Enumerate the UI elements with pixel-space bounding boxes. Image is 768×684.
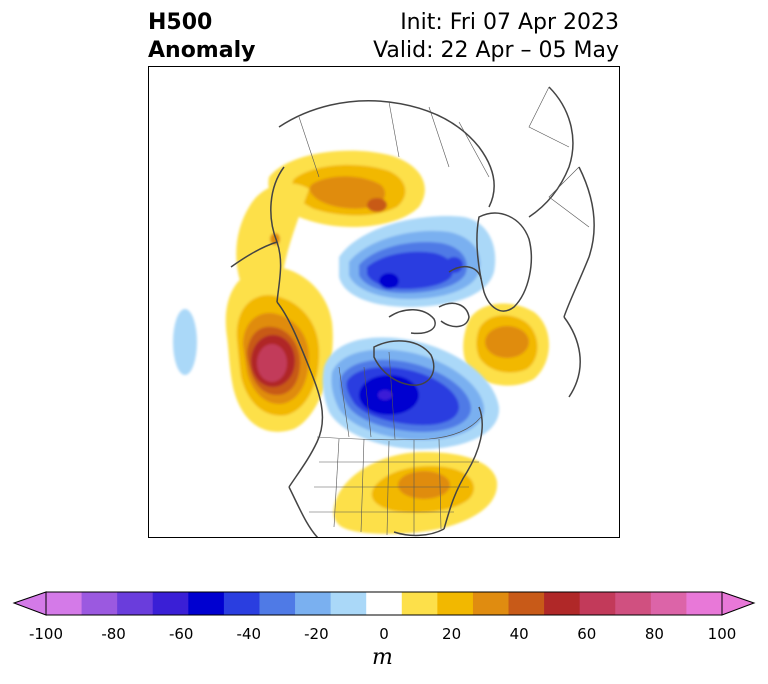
colorbar-cell (615, 592, 652, 615)
colorbar-unit: m (372, 645, 393, 670)
colorbar (12, 591, 756, 616)
map-panel (148, 66, 620, 538)
colorbar-cell (579, 592, 616, 615)
coastlines (230, 86, 595, 537)
colorbar-cell (508, 592, 545, 615)
colorbar-tick-label: 0 (379, 625, 389, 643)
init-date: Init: Fri 07 Apr 2023 (400, 10, 619, 35)
anomaly-map (173, 86, 595, 537)
colorbar-tick-label: 40 (509, 625, 529, 643)
colorbar-cell (472, 592, 510, 615)
colorbar-tick-label: 100 (707, 625, 737, 643)
colorbar-cell (81, 592, 118, 615)
colorbar-cell (544, 592, 581, 615)
colorbar-tick-label: -80 (101, 625, 126, 643)
colorbar-tick-label: 80 (644, 625, 664, 643)
title-variable: H500 (148, 10, 213, 35)
colorbar-cell (437, 592, 474, 615)
trough-east-pacific (173, 309, 197, 375)
colorbar-cell (46, 592, 83, 615)
colorbar-cell (117, 592, 154, 615)
colorbar-cell (650, 592, 687, 615)
colorbar-cell (259, 592, 296, 615)
title-right: Init: Fri 07 Apr 2023 Valid: 22 Apr – 05… (373, 9, 619, 65)
colorbar-tick-label: 60 (577, 625, 597, 643)
colorbar-cells (46, 592, 723, 615)
negative-anomalies (173, 216, 500, 450)
colorbar-cell (188, 592, 225, 615)
colorbar-cell (366, 592, 403, 615)
colorbar-tick-label: -40 (236, 625, 262, 643)
colorbar-tick-label: -60 (168, 625, 194, 643)
title-type: Anomaly (148, 38, 256, 63)
colorbar-max-extension (721, 591, 756, 616)
colorbar-cell (223, 592, 260, 615)
colorbar-tick-label: -100 (28, 625, 64, 643)
valid-range: Valid: 22 Apr – 05 May (373, 38, 619, 63)
colorbar-border (45, 591, 723, 616)
colorbar-cell (152, 592, 189, 615)
colorbar-cell (330, 592, 367, 615)
colorbar-tick-label: 20 (442, 625, 462, 643)
colorbar-tick-label: -20 (304, 625, 329, 643)
title-left: H500 Anomaly (148, 9, 255, 65)
colorbar-cell (686, 592, 723, 615)
positive-anomalies (225, 150, 549, 534)
colorbar-cell (295, 592, 332, 615)
colorbar-min-extension (12, 591, 47, 616)
colorbar-cell (401, 592, 438, 615)
political-borders (298, 86, 590, 536)
